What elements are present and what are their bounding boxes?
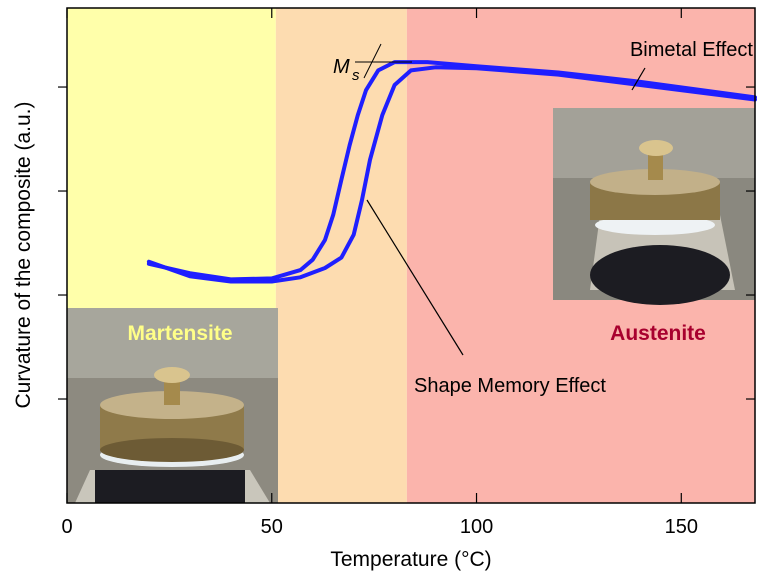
ms-label: M bbox=[333, 56, 350, 78]
x-tick-label: 100 bbox=[460, 516, 493, 538]
ms-subscript: s bbox=[352, 67, 360, 84]
x-tick-label: 50 bbox=[261, 516, 283, 538]
phase-label: Martensite bbox=[127, 322, 232, 345]
page: M s Bimetal Effect Shape Memory Effect M… bbox=[0, 0, 759, 583]
x-axis-title: Temperature (°C) bbox=[330, 548, 491, 571]
austenite-photo bbox=[553, 108, 755, 305]
y-axis-title: Curvature of the composite (a.u.) bbox=[12, 102, 35, 409]
annotation: Shape Memory Effect bbox=[414, 375, 606, 397]
x-tick-label: 0 bbox=[61, 516, 72, 538]
phase-label: Austenite bbox=[610, 322, 706, 345]
x-tick-label: 150 bbox=[665, 516, 698, 538]
chart: M s Bimetal Effect Shape Memory Effect M… bbox=[0, 0, 759, 583]
annotation: Bimetal Effect bbox=[630, 39, 753, 61]
